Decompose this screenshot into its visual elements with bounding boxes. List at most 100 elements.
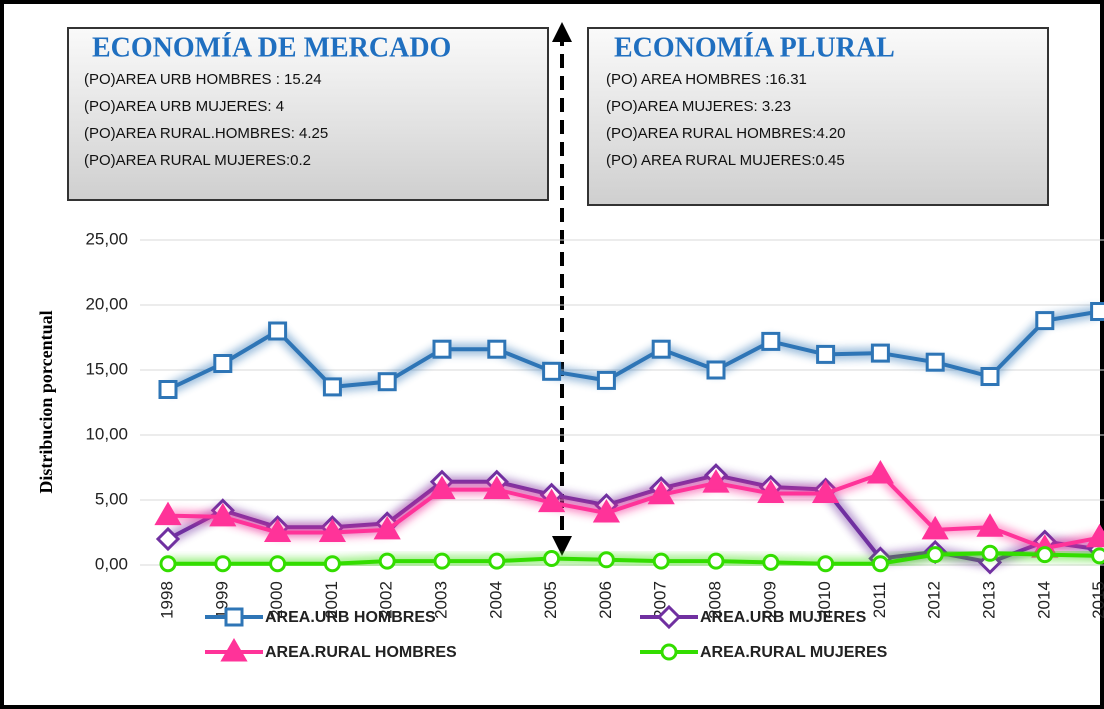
legend-label: AREA.URB MUJERES bbox=[700, 609, 867, 626]
point bbox=[1091, 547, 1104, 565]
point bbox=[268, 321, 288, 341]
series-line bbox=[168, 551, 1100, 566]
point bbox=[866, 460, 895, 484]
point bbox=[158, 380, 178, 399]
point bbox=[870, 343, 890, 363]
point bbox=[652, 552, 670, 570]
point bbox=[487, 339, 507, 359]
point bbox=[483, 475, 511, 500]
point bbox=[433, 552, 451, 570]
x-tick-label: 2008 bbox=[705, 581, 724, 619]
y-tick-label: 20,00 bbox=[85, 294, 128, 313]
point bbox=[323, 555, 341, 573]
annotation-line: (PO) AREA HOMBRES :16.31 bbox=[606, 71, 807, 88]
x-tick-label: 2012 bbox=[925, 581, 944, 619]
legend-label: AREA.RURAL MUJERES bbox=[700, 644, 888, 661]
point bbox=[377, 372, 397, 392]
point bbox=[707, 552, 725, 570]
point bbox=[816, 344, 836, 364]
point bbox=[981, 544, 999, 562]
x-tick-label: 2001 bbox=[322, 581, 341, 619]
point bbox=[263, 518, 292, 542]
point bbox=[592, 499, 621, 523]
legend-label: AREA.RURAL HOMBRES bbox=[265, 644, 457, 661]
series-line bbox=[167, 472, 1100, 551]
legend-label: AREA.URB HOMBRES bbox=[265, 609, 436, 626]
point bbox=[702, 469, 730, 493]
point bbox=[651, 339, 671, 359]
x-tick-label: 2014 bbox=[1034, 581, 1053, 619]
point bbox=[428, 475, 456, 500]
y-tick-label: 5,00 bbox=[95, 489, 128, 508]
point bbox=[811, 479, 840, 503]
annotation-line: (PO)AREA URB HOMBRES : 15.24 bbox=[84, 71, 322, 88]
point bbox=[543, 550, 561, 567]
point bbox=[159, 555, 177, 573]
point bbox=[213, 354, 233, 373]
y-axis-label: Distribucion porcentual bbox=[36, 310, 56, 493]
annotation-line: (PO)AREA MUJERES: 3.23 bbox=[606, 98, 791, 115]
x-tick-label: 2013 bbox=[979, 581, 998, 619]
x-tick-label: 2000 bbox=[267, 581, 286, 619]
point bbox=[209, 502, 237, 527]
point bbox=[542, 361, 562, 381]
legend-marker bbox=[220, 638, 248, 662]
legend-marker bbox=[660, 643, 678, 661]
x-tick-label: 1998 bbox=[157, 581, 176, 619]
point bbox=[762, 553, 780, 571]
point bbox=[1036, 546, 1054, 564]
point bbox=[596, 370, 616, 390]
annotation-line: (PO)AREA RURAL.HOMBRES: 4.25 bbox=[84, 125, 328, 142]
point bbox=[921, 515, 949, 540]
point bbox=[373, 515, 401, 540]
point bbox=[432, 339, 452, 359]
annotation-box bbox=[67, 27, 549, 201]
y-tick-label: 25,00 bbox=[85, 229, 128, 248]
point bbox=[761, 331, 781, 351]
point bbox=[980, 367, 1000, 386]
annotation-line: (PO)AREA RURAL MUJERES:0.2 bbox=[84, 152, 311, 169]
point bbox=[817, 555, 835, 573]
point bbox=[757, 479, 785, 503]
point bbox=[269, 555, 287, 573]
point bbox=[597, 551, 615, 569]
annotation-title: ECONOMÍA PLURAL bbox=[614, 32, 895, 63]
annotation-line: (PO)AREA RURAL HOMBRES:4.20 bbox=[606, 125, 846, 142]
point bbox=[1035, 311, 1055, 331]
annotation-box bbox=[587, 27, 1049, 206]
y-tick-label: 0,00 bbox=[95, 554, 128, 573]
x-tick-label: 2005 bbox=[541, 581, 560, 619]
x-tick-label: 2009 bbox=[760, 581, 779, 619]
point bbox=[378, 552, 396, 570]
legend-marker bbox=[656, 604, 682, 630]
legend-marker bbox=[224, 607, 244, 627]
x-tick-label: 2010 bbox=[815, 581, 834, 619]
y-tick-label: 15,00 bbox=[85, 359, 128, 378]
point bbox=[322, 377, 342, 397]
point bbox=[154, 501, 182, 526]
annotation-line: (PO) AREA RURAL MUJERES:0.45 bbox=[606, 152, 845, 169]
point bbox=[318, 518, 347, 542]
x-tick-label: 2002 bbox=[377, 581, 396, 619]
point bbox=[1085, 523, 1104, 548]
annotation-title: ECONOMÍA DE MERCADO bbox=[92, 32, 451, 63]
x-tick-label: 2015 bbox=[1089, 581, 1104, 619]
point bbox=[706, 360, 726, 380]
x-tick-label: 2004 bbox=[486, 581, 505, 619]
y-tick-label: 10,00 bbox=[85, 424, 128, 443]
point bbox=[871, 555, 889, 573]
x-tick-label: 2011 bbox=[870, 582, 889, 619]
point bbox=[925, 352, 945, 372]
point bbox=[647, 480, 675, 505]
point bbox=[976, 513, 1004, 537]
point bbox=[155, 526, 181, 552]
annotation-line: (PO)AREA URB MUJERES: 4 bbox=[84, 98, 284, 115]
point bbox=[537, 488, 566, 513]
x-tick-label: 2003 bbox=[431, 581, 450, 619]
point bbox=[926, 546, 944, 564]
point bbox=[214, 555, 232, 573]
point bbox=[1090, 302, 1104, 321]
x-tick-label: 2006 bbox=[596, 581, 615, 619]
point bbox=[488, 552, 506, 570]
